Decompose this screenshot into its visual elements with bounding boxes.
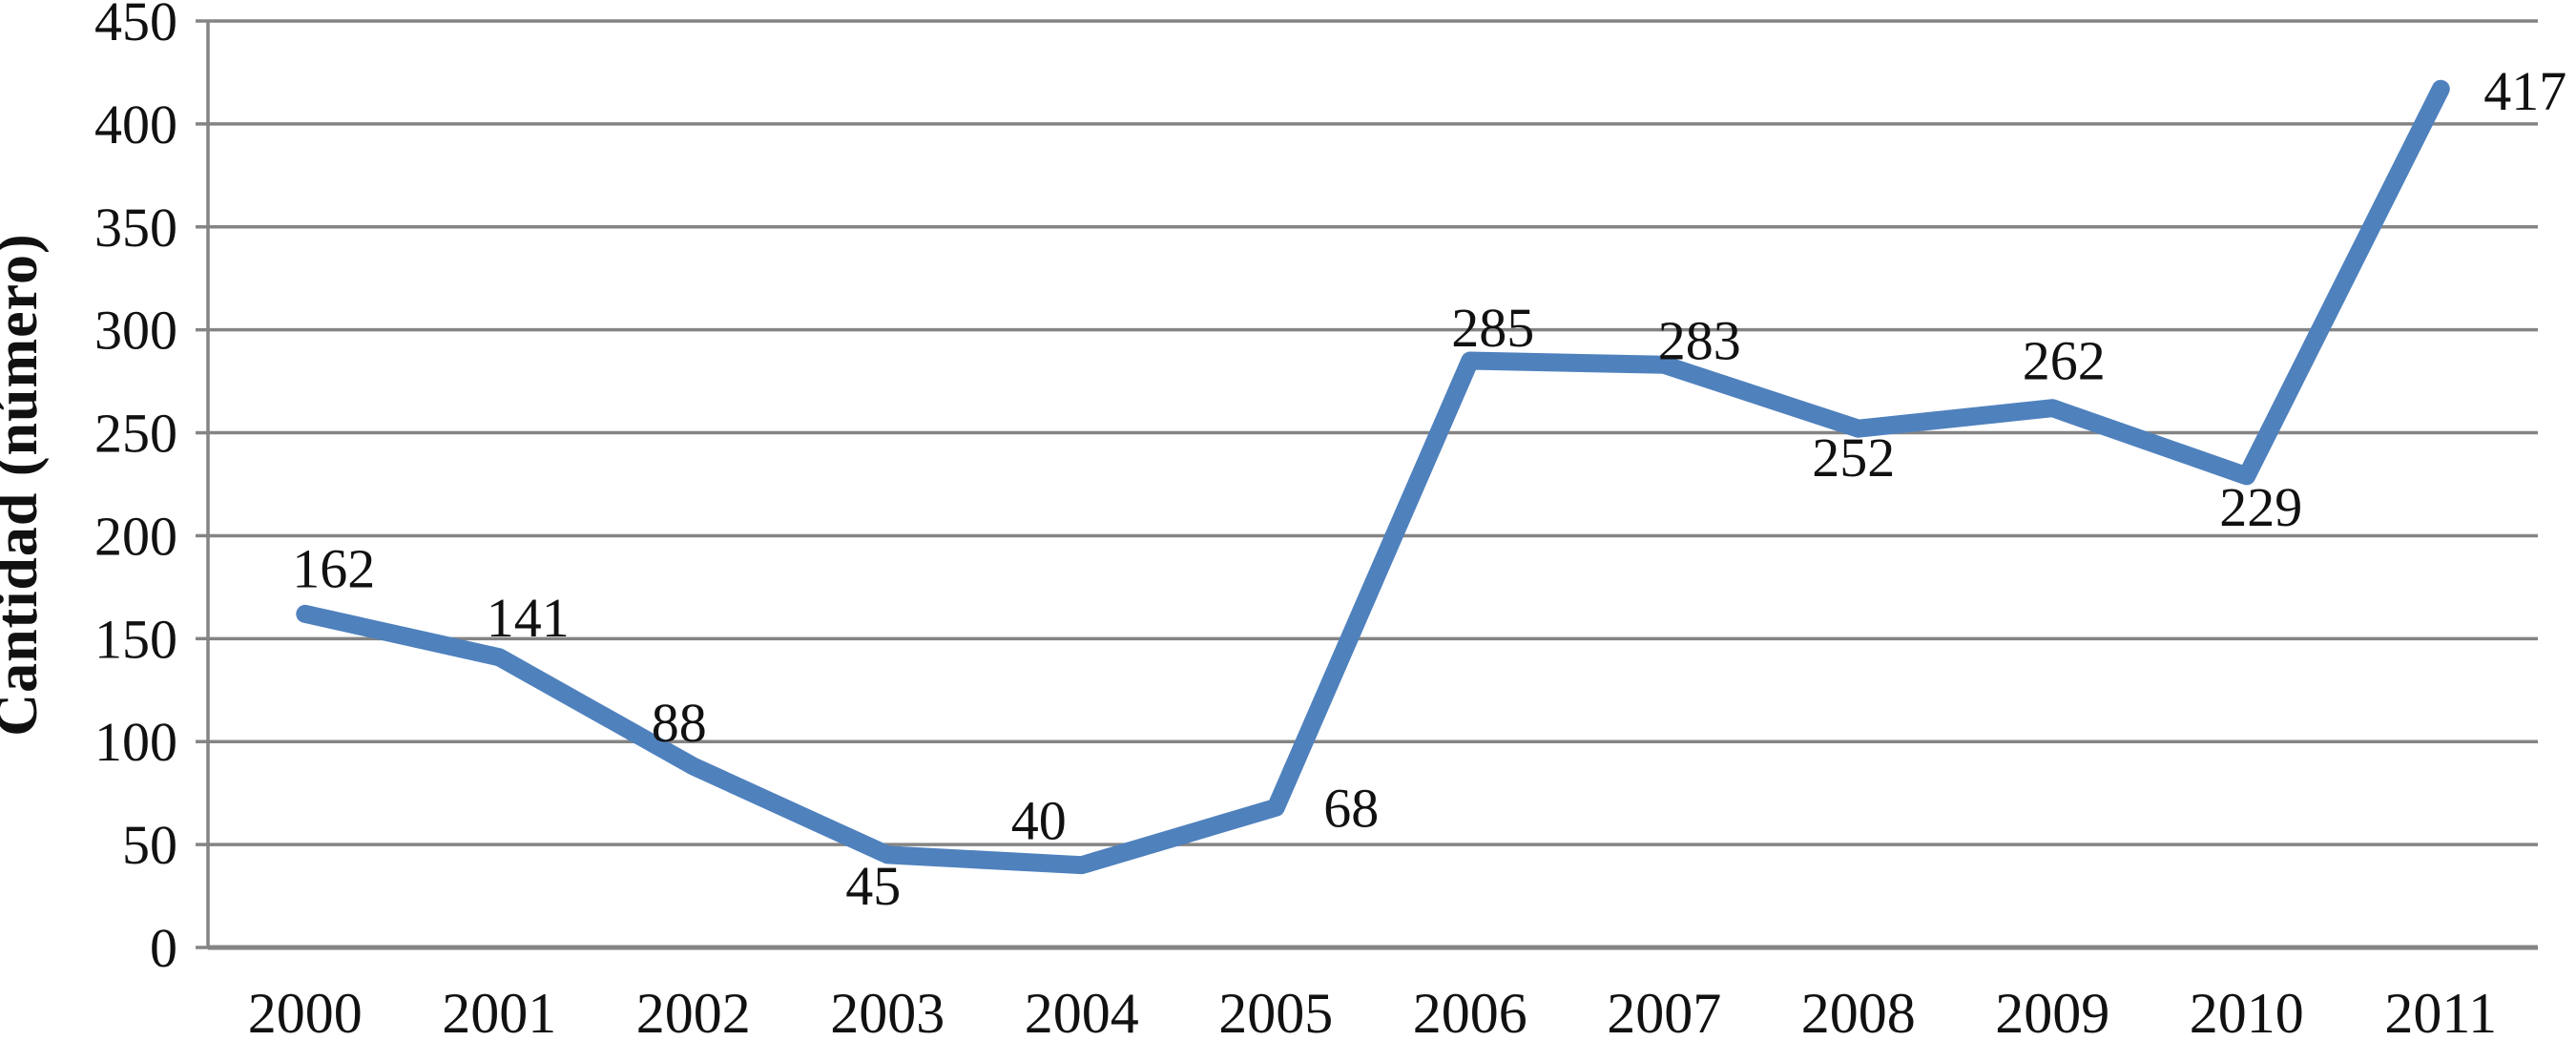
y-tick-label: 300 (94, 300, 177, 362)
x-tick-label: 2006 (1413, 982, 1527, 1041)
data-point-label: 229 (2219, 476, 2302, 538)
y-tick-label: 400 (94, 94, 177, 156)
data-point-label: 141 (487, 587, 570, 649)
y-tick-label: 50 (122, 814, 177, 876)
data-point-labels: 162 141 88 45 40 68 285 283 252 262 229 417 (292, 60, 2566, 917)
x-tick-label: 2011 (2384, 982, 2497, 1041)
data-point-label: 417 (2483, 60, 2566, 122)
data-point-label: 285 (1451, 297, 1534, 359)
data-point-label: 40 (1011, 790, 1067, 852)
data-point-label: 162 (292, 537, 375, 599)
y-tick-label: 0 (150, 917, 177, 979)
x-axis-tick-labels: 2000 2001 2002 2003 2004 2005 2006 2007 2008 2009… (248, 982, 2497, 1041)
data-point-label: 88 (652, 692, 707, 754)
x-tick-label: 2002 (636, 982, 751, 1041)
x-tick-label: 2003 (830, 982, 945, 1041)
x-tick-label: 2010 (2190, 982, 2304, 1041)
y-tick-label: 350 (94, 197, 177, 259)
data-point-label: 252 (1812, 427, 1895, 489)
y-axis-title: Cantidad (número) (0, 233, 50, 736)
data-point-label: 283 (1658, 309, 1741, 371)
x-tick-label: 2009 (1995, 982, 2109, 1041)
x-tick-label: 2007 (1607, 982, 1721, 1041)
x-tick-label: 2001 (442, 982, 556, 1041)
y-tick-label: 250 (94, 403, 177, 465)
x-tick-label: 2000 (248, 982, 363, 1041)
gridlines (196, 19, 2538, 950)
y-tick-label: 150 (94, 608, 177, 670)
data-point-label: 68 (1323, 777, 1379, 839)
series-line-group (296, 79, 2450, 875)
y-tick-label: 200 (94, 505, 177, 567)
x-tick-label: 2004 (1025, 982, 1139, 1041)
data-point-label: 45 (845, 855, 901, 917)
y-tick-label: 450 (94, 0, 177, 52)
y-axis-tick-labels: 0 50 100 150 200 250 300 350 400 450 (94, 0, 177, 979)
x-tick-label: 2005 (1218, 982, 1333, 1041)
y-tick-label: 100 (94, 711, 177, 773)
x-tick-label: 2008 (1801, 982, 1916, 1041)
series-line (296, 79, 2450, 875)
data-point-label: 262 (2023, 330, 2106, 392)
